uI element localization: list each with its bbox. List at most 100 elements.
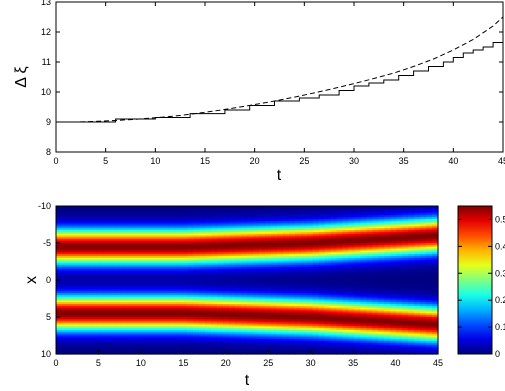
- heatmap-cell: [318, 298, 326, 301]
- heatmap-cell: [294, 309, 302, 313]
- heatmap-cell: [360, 261, 367, 264]
- heatmap-cell: [396, 309, 403, 313]
- heatmap-cell: [127, 311, 135, 314]
- heatmap-cell: [408, 292, 415, 296]
- heatmap-cell: [115, 304, 123, 307]
- heatmap-cell: [241, 250, 248, 253]
- heatmap-cell: [169, 222, 176, 226]
- heatmap-cell: [181, 248, 188, 251]
- heatmap-cell: [396, 285, 403, 288]
- heatmap-cell: [306, 209, 314, 213]
- heatmap-cell: [324, 298, 332, 301]
- heatmap-cell: [211, 320, 218, 324]
- heatmap-cell: [247, 274, 254, 277]
- heatmap-cell: [169, 276, 176, 279]
- heatmap-cell: [217, 311, 224, 314]
- heatmap-cell: [157, 244, 165, 248]
- heatmap-cell: [306, 224, 314, 227]
- heatmap-cell: [223, 217, 230, 220]
- heatmap-cell: [229, 237, 236, 240]
- heatmap-cell: [408, 317, 415, 320]
- heatmap-cell: [103, 320, 111, 324]
- heatmap-cell: [408, 248, 415, 251]
- heatmap-cell: [205, 283, 212, 287]
- heatmap-cell: [241, 224, 248, 227]
- heatmap-cell: [241, 300, 248, 303]
- heatmap-cell: [73, 291, 81, 294]
- heatmap-cell: [306, 265, 314, 268]
- heatmap-cell: [205, 352, 212, 355]
- heatmap-cell: [181, 333, 188, 337]
- heatmap-cell: [282, 239, 290, 242]
- heatmap-cell: [211, 287, 218, 290]
- heatmap-cell: [115, 317, 123, 320]
- x-tick-label: 40: [448, 156, 458, 166]
- heatmap-cell: [336, 267, 344, 270]
- heatmap-cell: [175, 337, 182, 340]
- heatmap-cell: [282, 300, 290, 303]
- heatmap-cell: [342, 350, 350, 353]
- heatmap-cell: [330, 254, 338, 257]
- heatmap-cell: [121, 230, 129, 233]
- heatmap-cell: [73, 348, 81, 351]
- heatmap-cell: [247, 231, 254, 235]
- heatmap-cell: [354, 311, 362, 314]
- heatmap-cell: [282, 285, 290, 288]
- heatmap-cell: [109, 333, 117, 337]
- heatmap-cell: [145, 280, 153, 283]
- heatmap-cell: [402, 233, 409, 237]
- y-tick-label: 8: [46, 147, 51, 157]
- heatmap-cell: [217, 231, 224, 235]
- heatmap-cell: [390, 328, 397, 331]
- heatmap-cell: [354, 346, 362, 350]
- heatmap-cell: [258, 346, 266, 350]
- heatmap-cell: [193, 235, 200, 239]
- heatmap-cell: [378, 348, 385, 351]
- heatmap-cell: [366, 220, 373, 224]
- heatmap-cell: [252, 289, 260, 292]
- heatmap-cell: [151, 324, 159, 327]
- heatmap-cell: [103, 207, 111, 211]
- heatmap-cell: [139, 237, 147, 240]
- heatmap-cell: [205, 289, 212, 292]
- heatmap-cell: [211, 341, 218, 344]
- heatmap-cell: [175, 218, 182, 222]
- heatmap-cell: [402, 261, 409, 264]
- heatmap-cell: [252, 259, 260, 263]
- heatmap-cell: [127, 228, 135, 231]
- heatmap-cell: [109, 311, 117, 314]
- heatmap-cell: [56, 281, 63, 285]
- heatmap-cell: [235, 248, 242, 251]
- heatmap-cell: [342, 211, 350, 214]
- heatmap-cell: [169, 329, 176, 333]
- heatmap-cell: [414, 252, 421, 255]
- heatmap-cell: [336, 291, 344, 294]
- heatmap-cell: [354, 352, 362, 355]
- heatmap-cell: [300, 280, 308, 283]
- heatmap-cell: [241, 272, 248, 276]
- heatmap-cell: [342, 331, 350, 335]
- heatmap-cell: [247, 263, 254, 266]
- heatmap-cell: [402, 255, 409, 259]
- heatmap-cell: [390, 322, 397, 325]
- heatmap-cell: [109, 206, 117, 209]
- heatmap-cell: [133, 239, 141, 242]
- heatmap-cell: [79, 307, 87, 311]
- heatmap-cell: [336, 341, 344, 344]
- heatmap-cell: [366, 239, 373, 242]
- heatmap-cell: [336, 244, 344, 248]
- heatmap-cell: [252, 270, 260, 274]
- heatmap-cell: [276, 317, 284, 320]
- heatmap-cell: [264, 294, 272, 298]
- heatmap-cell: [157, 254, 165, 257]
- heatmap-cell: [223, 255, 230, 259]
- heatmap-cell: [163, 317, 171, 320]
- heatmap-cell: [85, 235, 93, 239]
- heatmap-cell: [342, 285, 350, 288]
- heatmap-cell: [324, 304, 332, 307]
- heatmap-cell: [61, 255, 69, 259]
- heatmap-cell: [235, 207, 242, 211]
- heatmap-cell: [288, 341, 296, 344]
- heatmap-cell: [366, 231, 373, 235]
- heatmap-cell: [157, 270, 165, 274]
